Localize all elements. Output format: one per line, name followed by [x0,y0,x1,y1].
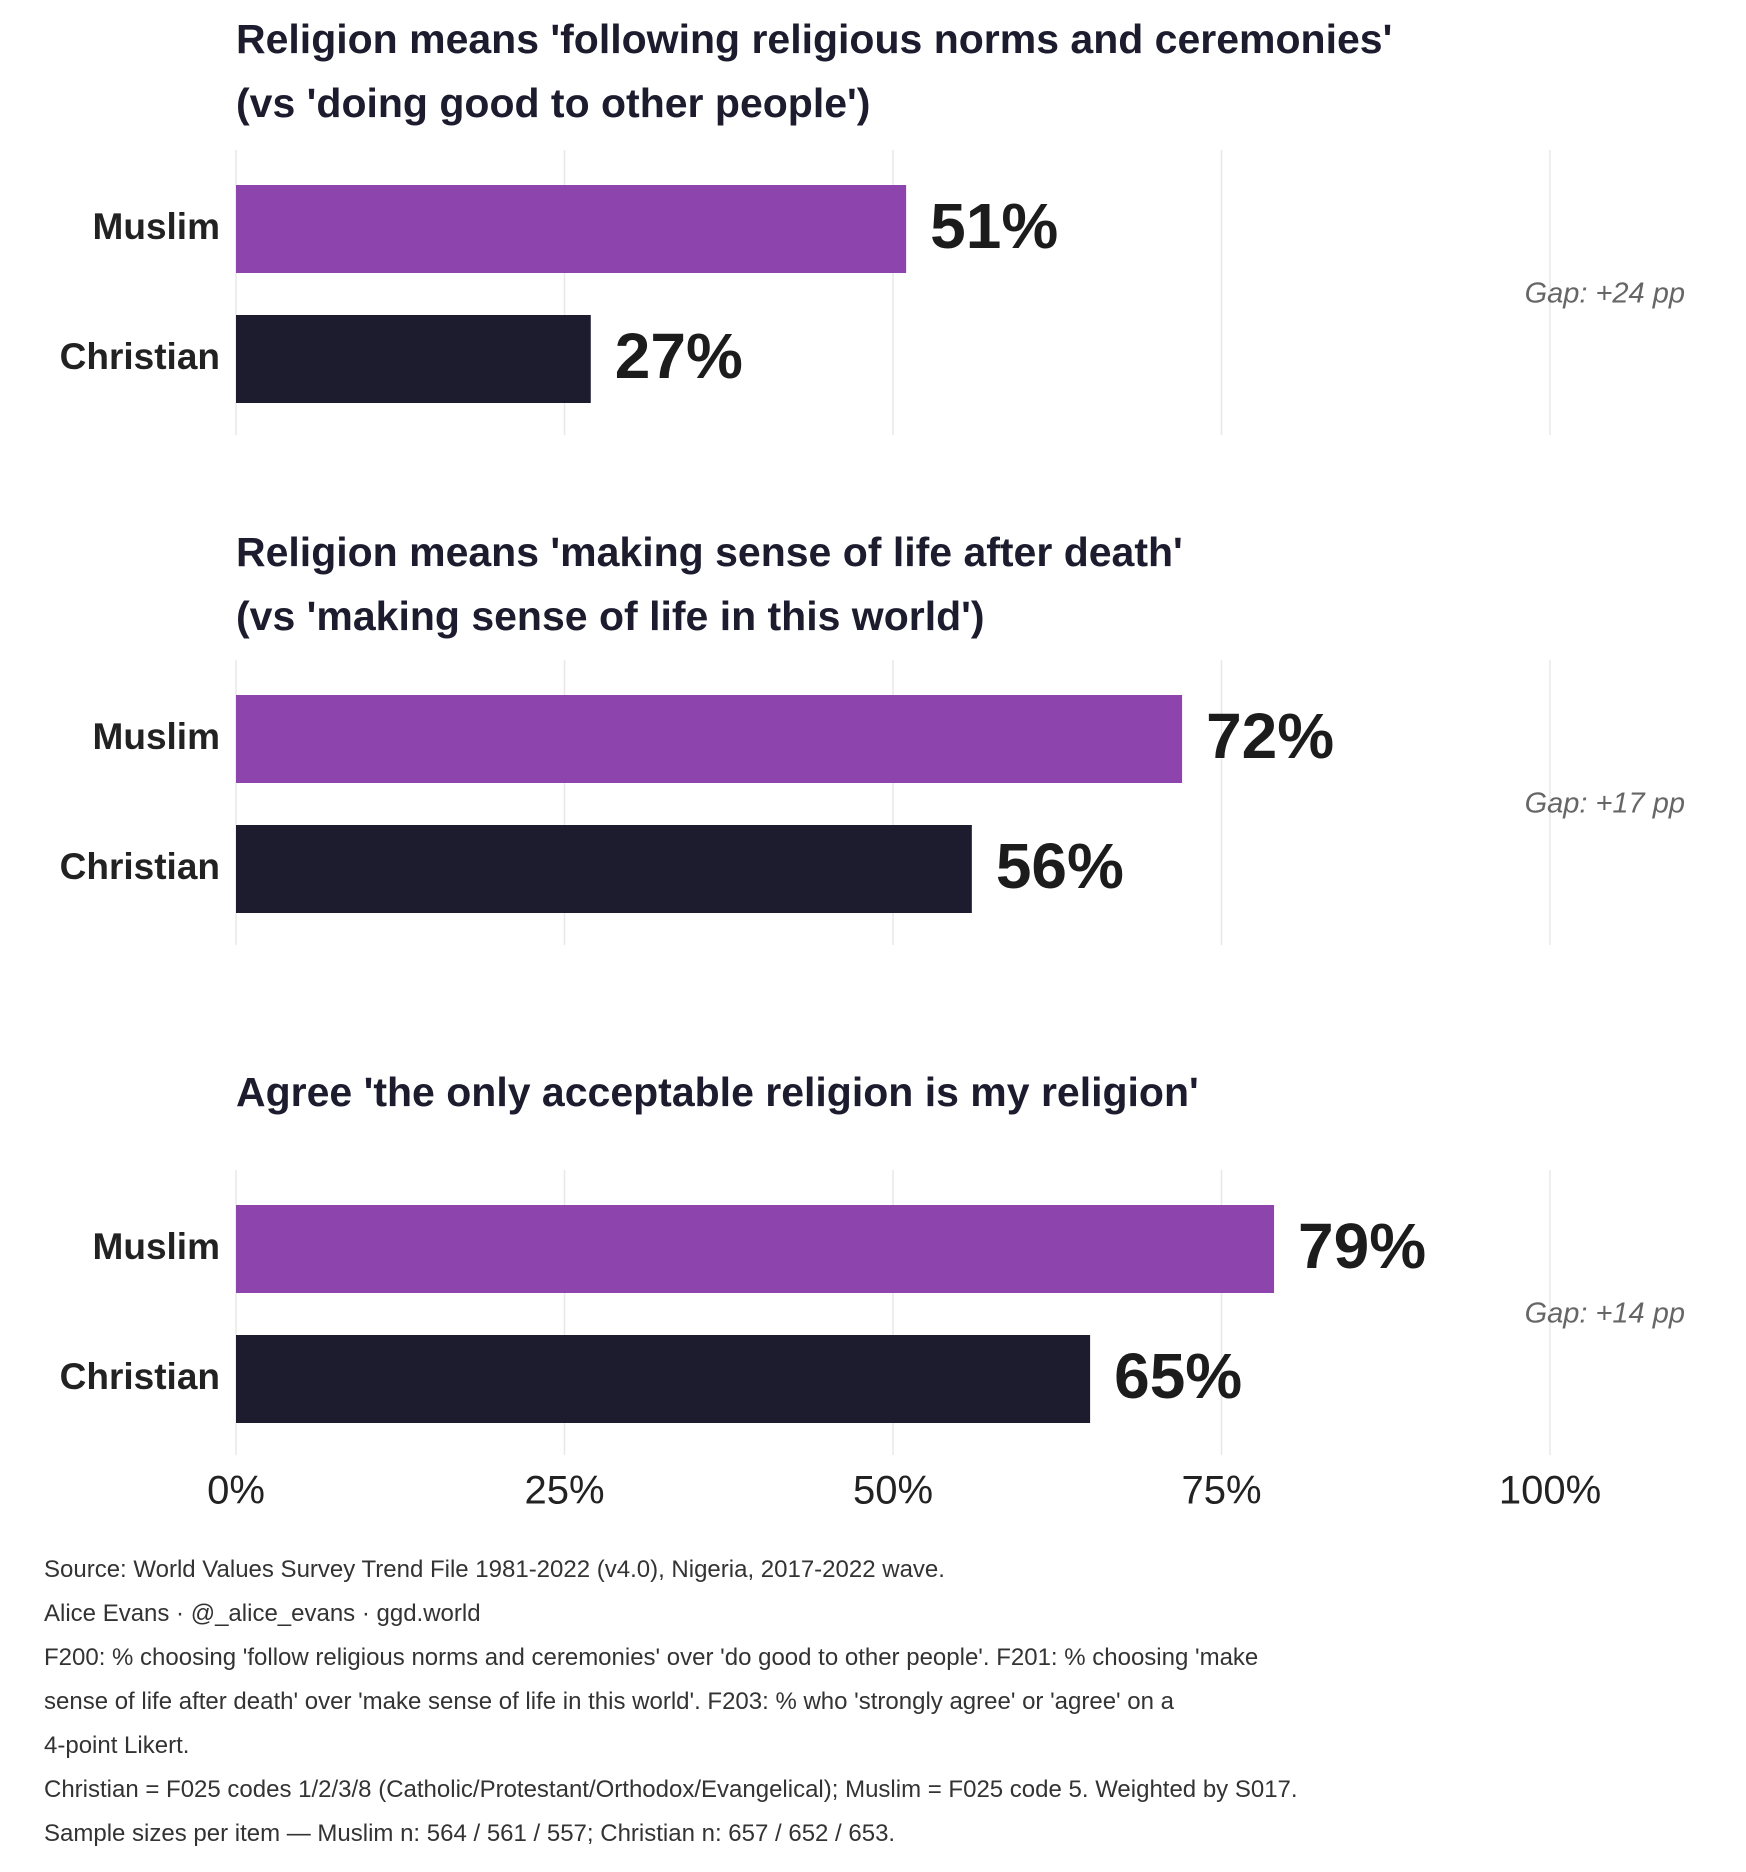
panel-3-title-line-1: Agree 'the only acceptable religion is m… [236,1069,1199,1115]
gap-label-panel-3: Gap: +14 pp [1525,1298,1685,1330]
x-tick-label-75: 75% [1181,1469,1261,1513]
author-credit: Alice Evans · @_alice_evans · ggd.world [44,1600,481,1627]
panel-1-title-line-2: (vs 'doing good to other people') [236,80,870,126]
gap-label-panel-2: Gap: +17 pp [1525,788,1685,820]
panel-2-title-line-1: Religion means 'making sense of life aft… [236,529,1183,575]
bar-christian-panel-3 [236,1335,1091,1423]
source-note: Source: World Values Survey Trend File 1… [44,1556,945,1583]
value-label-christian-panel-1: 27% [615,320,743,392]
sample-size-note: Sample sizes per item — Muslim n: 564 / … [44,1820,896,1847]
bar-christian-panel-1 [236,315,591,403]
category-label-muslim-panel-1: Muslim [93,206,220,247]
value-label-muslim-panel-1: 51% [930,190,1058,262]
variable-note-line-1: F200: % choosing 'follow religious norms… [44,1644,1259,1671]
x-tick-label-50: 50% [853,1469,933,1513]
category-label-christian-panel-2: Christian [60,846,220,887]
bar-muslim-panel-3 [236,1205,1275,1293]
value-label-muslim-panel-3: 79% [1298,1210,1426,1282]
variable-note-line-2: sense of life after death' over 'make se… [44,1688,1175,1715]
chart-footer: Source: World Values Survey Trend File 1… [44,1548,1664,1856]
value-label-muslim-panel-2: 72% [1206,700,1334,772]
x-tick-label-25: 25% [524,1469,604,1513]
definitions-note: Christian = F025 codes 1/2/3/8 (Catholic… [44,1776,1298,1803]
value-label-christian-panel-2: 56% [996,830,1124,902]
bar-muslim-panel-2 [236,695,1183,783]
category-label-muslim-panel-2: Muslim [93,716,220,757]
category-label-christian-panel-1: Christian [60,336,220,377]
chart-area: Religion means 'following religious norm… [60,16,1685,1513]
bar-muslim-panel-1 [236,185,907,273]
panel-1-title-line-1: Religion means 'following religious norm… [236,16,1392,62]
gap-label-panel-1: Gap: +24 pp [1525,278,1685,310]
value-label-christian-panel-3: 65% [1114,1340,1242,1412]
category-label-muslim-panel-3: Muslim [93,1226,220,1267]
panel-2-title-line-2: (vs 'making sense of life in this world'… [236,593,985,639]
x-tick-label-0: 0% [207,1469,265,1513]
x-tick-label-100: 100% [1499,1469,1601,1513]
variable-note-line-3: 4-point Likert. [44,1732,190,1759]
bar-christian-panel-2 [236,825,972,913]
category-label-christian-panel-3: Christian [60,1356,220,1397]
